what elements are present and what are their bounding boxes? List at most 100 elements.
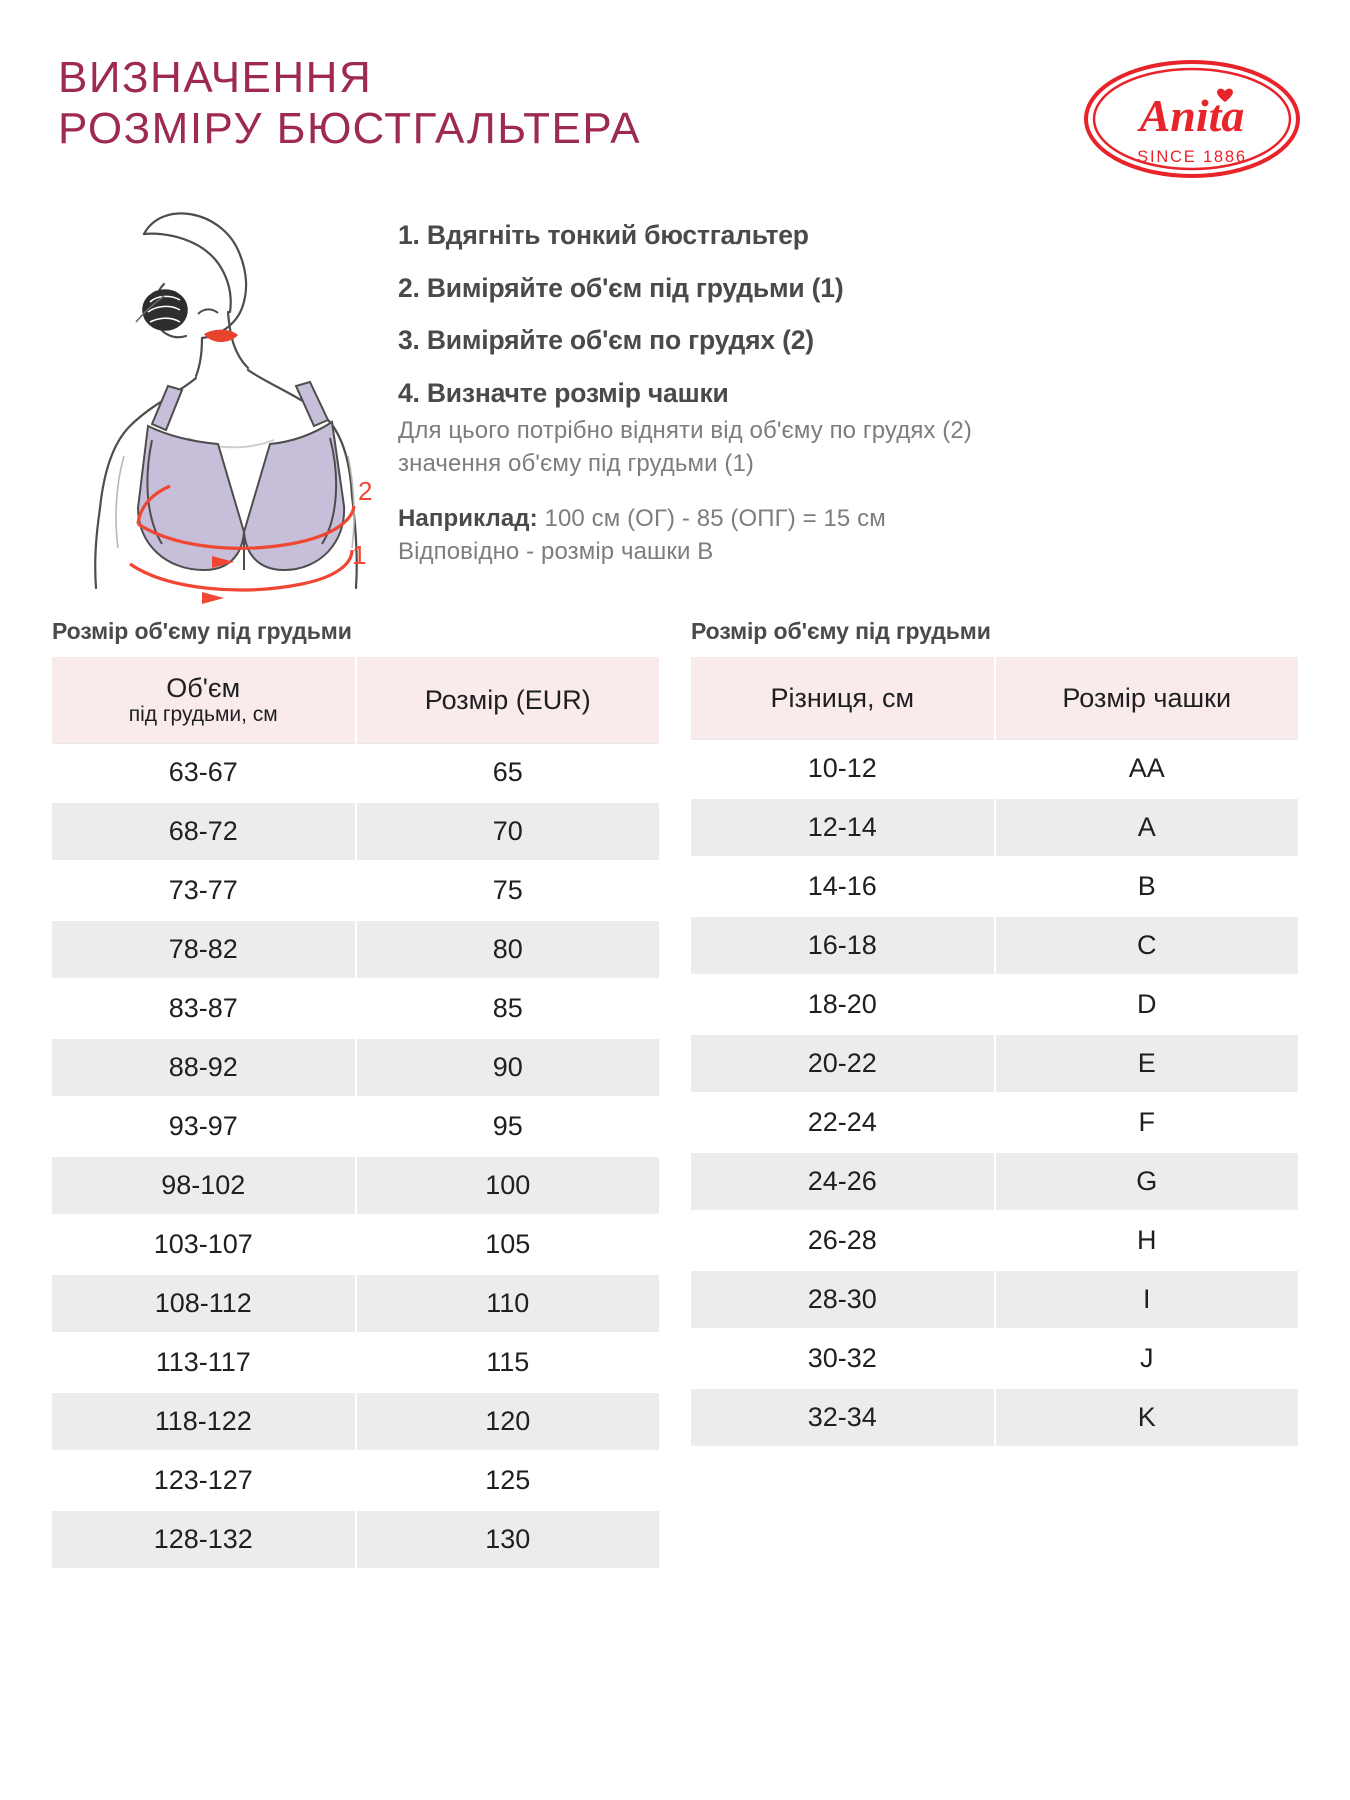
- table_right-cell: G: [994, 1151, 1298, 1212]
- table-row: 78-82 80: [52, 919, 659, 980]
- cup-header-cup: Розмір чашки: [994, 657, 1298, 739]
- table_right-cell: H: [994, 1210, 1298, 1271]
- underbust-header-volume-line1: Об'єм: [166, 673, 241, 703]
- cup-size-note-line-1: Для цього потрібно відняти від об'єму по…: [398, 417, 972, 444]
- table-row: 28-30 I: [691, 1269, 1298, 1330]
- table-row: 22-24 F: [691, 1092, 1298, 1153]
- table_right-cell: K: [994, 1387, 1298, 1448]
- cup-header-row: Різниця, см Розмір чашки: [691, 657, 1298, 739]
- table-row: 83-87 85: [52, 978, 659, 1039]
- cup-size-note-line-2: значення об'єму під грудьми (1): [398, 450, 755, 478]
- underbust-table-body: 63-67 65 68-72 70 73-77 75 78-82 80 83-87 85 88-92…: [52, 742, 659, 1570]
- table-row: 10-12 AA: [691, 738, 1298, 799]
- table_left-cell: 78-82: [52, 919, 357, 980]
- size-tables-container: Розмір об'єму під грудьми Об'єм під груд…: [0, 618, 1350, 1570]
- table_left-cell: 65: [355, 742, 659, 803]
- table-row: 103-107 105: [52, 1214, 659, 1275]
- underbust-size-table: Об'єм під грудьми, см Розмір (EUR) 63-67…: [52, 657, 659, 1570]
- instruction-step-3: 3. Виміряйте об'єм по грудях (2): [398, 325, 814, 355]
- table_left-cell: 70: [355, 801, 659, 862]
- table-row: 18-20 D: [691, 974, 1298, 1035]
- cup-table-body: 10-12 AA 12-14 A 14-16 B 16-18 C 18-20 D 20-22 E 22-…: [691, 738, 1298, 1448]
- table_right-cell: 32-34: [691, 1387, 996, 1448]
- table_right-cell: 12-14: [691, 797, 996, 858]
- instruction-step-2: 2. Виміряйте об'єм під грудьми (1): [398, 272, 844, 303]
- table_left-cell: 100: [355, 1155, 659, 1216]
- table_right-cell: 14-16: [691, 856, 996, 917]
- measure-line-1: [129, 549, 354, 592]
- table-row: 24-26 G: [691, 1151, 1298, 1212]
- table-row: 16-18 C: [691, 915, 1298, 976]
- table_right-cell: 16-18: [691, 915, 996, 976]
- table_right-cell: C: [994, 915, 1298, 976]
- example-calculation-line: Наприклад: 100 см (ОГ) - 85 (ОПГ) = 15 с…: [398, 502, 1088, 535]
- example-block: Наприклад: 100 см (ОГ) - 85 (ОПГ) = 15 с…: [398, 502, 1088, 568]
- table_left-cell: 80: [355, 919, 659, 980]
- table-row: 93-97 95: [52, 1096, 659, 1157]
- table_left-cell: 73-77: [52, 860, 357, 921]
- example-result: Відповідно - розмір чашки B: [398, 538, 714, 566]
- table_right-cell: I: [994, 1269, 1298, 1330]
- underbust-table-caption: Розмір об'єму під грудьми: [52, 618, 352, 644]
- anita-logo-svg: Anita SINCE 1886: [1084, 60, 1300, 178]
- page-title: ВИЗНАЧЕННЯ РОЗМІРУ БЮСТГАЛЬТЕРА: [58, 53, 642, 154]
- table_right-cell: 20-22: [691, 1033, 996, 1094]
- table_left-cell: 83-87: [52, 978, 357, 1039]
- table-row: 128-132 130: [52, 1509, 659, 1570]
- table-row: 20-22 E: [691, 1033, 1298, 1094]
- table_right-cell: A: [994, 797, 1298, 858]
- table_left-cell: 123-127: [52, 1450, 357, 1511]
- table_right-cell: F: [994, 1092, 1298, 1153]
- table-row: 118-122 120: [52, 1391, 659, 1452]
- table_left-cell: 75: [355, 860, 659, 921]
- logo-tagline-text: SINCE 1886: [1137, 148, 1247, 166]
- table_left-cell: 110: [355, 1273, 659, 1334]
- table-row: 108-112 110: [52, 1273, 659, 1334]
- table_left-cell: 103-107: [52, 1214, 357, 1275]
- table_right-cell: J: [994, 1328, 1298, 1389]
- table_right-cell: 24-26: [691, 1151, 996, 1212]
- table-row: 68-72 70: [52, 801, 659, 862]
- example-label: Наприклад:: [398, 505, 538, 533]
- underbust-header-row: Об'єм під грудьми, см Розмір (EUR): [52, 657, 659, 744]
- table_left-cell: 98-102: [52, 1155, 357, 1216]
- table-row: 113-117 115: [52, 1332, 659, 1393]
- table-row: 123-127 125: [52, 1450, 659, 1511]
- cup-table-caption: Розмір об'єму під грудьми: [691, 618, 991, 644]
- table-row: 63-67 65: [52, 742, 659, 803]
- arrow-head-2: [212, 556, 234, 568]
- instruction-step-1: 1. Вдягніть тонкий бюстгальтер: [398, 220, 809, 250]
- underbust-table-head: Об'єм під грудьми, см Розмір (EUR): [52, 657, 659, 744]
- table_left-cell: 113-117: [52, 1332, 357, 1393]
- table_left-cell: 90: [355, 1037, 659, 1098]
- table_right-cell: 28-30: [691, 1269, 996, 1330]
- table_right-cell: E: [994, 1033, 1298, 1094]
- anita-logo: Anita SINCE 1886: [1082, 57, 1302, 182]
- underbust-header-volume-line2: під грудьми, см: [128, 703, 278, 727]
- measurement-illustration: 2 1: [52, 188, 372, 608]
- table_left-cell: 95: [355, 1096, 659, 1157]
- table_left-cell: 115: [355, 1332, 659, 1393]
- table_right-cell: 18-20: [691, 974, 996, 1035]
- table-row: 14-16 B: [691, 856, 1298, 917]
- table_left-cell: 130: [355, 1509, 659, 1570]
- table_left-cell: 105: [355, 1214, 659, 1275]
- cup-size-table-block: Розмір об'єму під грудьми Різниця, см Ро…: [691, 618, 1298, 1570]
- woman-figure-svg: 2 1: [94, 212, 372, 604]
- table_right-cell: D: [994, 974, 1298, 1035]
- table-row: 12-14 A: [691, 797, 1298, 858]
- underbust-header-eur: Розмір (EUR): [355, 657, 659, 744]
- instruction-step-4: 4. Визначте розмір чашки: [398, 377, 729, 408]
- table_left-cell: 118-122: [52, 1391, 357, 1452]
- page-header: ВИЗНАЧЕННЯ РОЗМІРУ БЮСТГАЛЬТЕРА Anita SI…: [0, 52, 1350, 202]
- cup-table-head: Різниця, см Розмір чашки: [691, 657, 1298, 739]
- table_left-cell: 63-67: [52, 742, 357, 803]
- table-row: 98-102 100: [52, 1155, 659, 1216]
- table-row: 73-77 75: [52, 860, 659, 921]
- table_left-cell: 108-112: [52, 1273, 357, 1334]
- measure-line-2: [137, 505, 356, 550]
- table_right-cell: 10-12: [691, 738, 996, 799]
- cup-header-difference: Різниця, см: [691, 657, 996, 739]
- table_left-cell: 128-132: [52, 1509, 357, 1570]
